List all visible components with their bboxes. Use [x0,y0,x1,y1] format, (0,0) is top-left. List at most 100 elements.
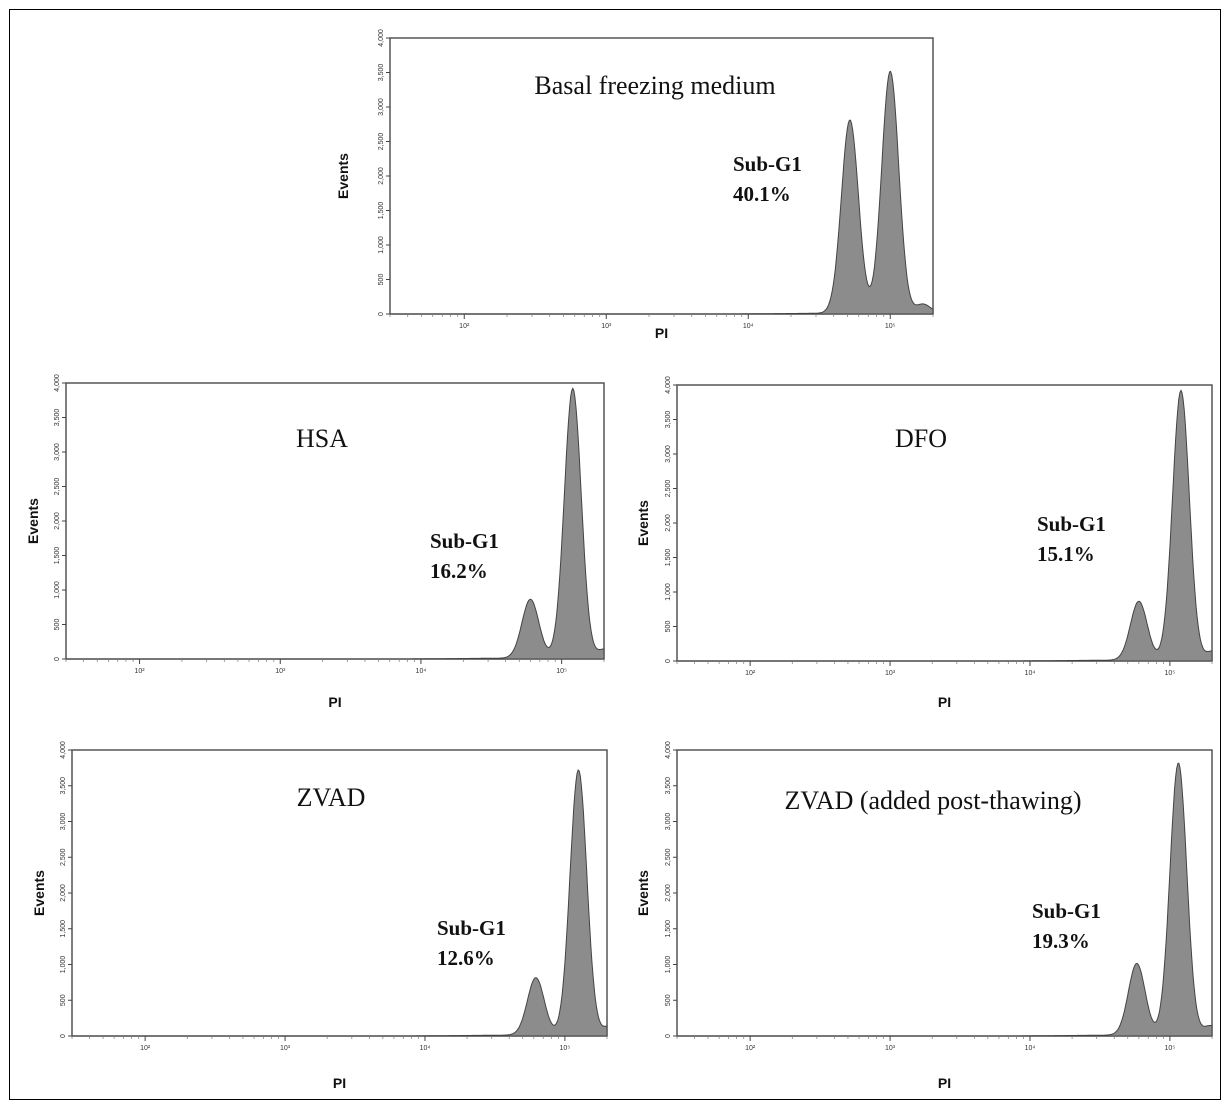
plot-frame [676,384,1213,662]
y-tick-label: 2,000 [378,167,385,185]
y-axis-title: Events [335,153,351,199]
y-tick-label: 4,000 [54,374,61,392]
x-tick-label: 10³ [275,668,286,675]
y-tick-label: 500 [60,994,67,1006]
panel-title: ZVAD (added post-thawing) [784,786,1081,815]
y-tick-label: 4,000 [665,376,672,394]
x-tick-label: 10³ [885,670,896,677]
y-axis-title: Events [635,870,651,916]
x-tick-label: 10⁴ [420,1045,431,1052]
x-tick-label: 10⁴ [416,668,427,675]
histogram-panel-3: 0 500 1,000 1,500 2,000 2,500 3,000 3,500 4,000 1… [635,376,1213,710]
sub-g1-percentage: 12.6% [437,946,495,970]
x-axis-title: PI [938,1075,951,1091]
panel-title: Basal freezing medium [534,71,775,100]
y-tick-label: 500 [665,994,672,1006]
histogram-panel-1: 0 500 1,000 1,500 2,000 2,500 3,000 3,500 4,000 1… [335,29,934,341]
y-tick-label: 500 [378,274,385,286]
x-axis-title: PI [938,694,951,710]
sub-g1-percentage: 40.1% [733,182,791,206]
x-tick-label: 10⁴ [743,323,754,330]
y-tick-label: 1,000 [665,956,672,974]
histogram-series [72,769,608,1037]
panel-title: ZVAD [297,783,366,812]
x-tick-label: 10² [135,668,146,675]
y-tick-label: 3,500 [54,409,61,427]
x-axis-title: PI [655,325,668,341]
y-tick-label: 1,500 [378,202,385,220]
x-tick-label: 10² [140,1045,151,1052]
histogram-panel-5: 0 500 1,000 1,500 2,000 2,500 3,000 3,500 4,000 1… [635,741,1213,1091]
y-tick-label: 2,500 [60,848,67,866]
x-tick-label: 10³ [280,1045,291,1052]
sub-g1-percentage: 15.1% [1037,542,1095,566]
y-tick-label: 0 [60,1034,67,1038]
y-tick-label: 1,500 [60,920,67,938]
y-tick-label: 2,000 [665,884,672,902]
x-tick-label: 10² [745,670,756,677]
sub-g1-percentage: 16.2% [430,559,488,583]
y-tick-label: 2,500 [54,478,61,496]
y-tick-label: 3,500 [665,411,672,429]
y-tick-label: 500 [665,621,672,633]
y-axis-title: Events [635,500,651,546]
y-tick-label: 4,000 [378,29,385,47]
y-tick-label: 3,000 [665,813,672,831]
y-tick-label: 1,000 [665,583,672,601]
y-tick-label: 2,000 [665,514,672,532]
x-axis-title: PI [328,694,341,710]
y-tick-label: 1,000 [60,956,67,974]
y-tick-label: 2,500 [665,480,672,498]
plot-frame [676,749,1213,1037]
histogram-series [677,389,1213,662]
y-tick-label: 4,000 [60,741,67,759]
y-tick-label: 0 [54,657,61,661]
histogram-series [677,762,1213,1037]
x-tick-label: 10³ [601,323,612,330]
sub-g1-label: Sub-G1 [733,152,802,176]
histogram-series [66,387,605,660]
sub-g1-label: Sub-G1 [1032,899,1101,923]
y-tick-label: 1,500 [665,920,672,938]
x-tick-label: 10⁵ [556,668,567,675]
panel-title: HSA [296,424,348,453]
x-tick-label: 10⁴ [1025,670,1036,677]
y-tick-label: 1,000 [54,581,61,599]
x-tick-label: 10⁴ [1025,1045,1036,1052]
y-tick-label: 3,500 [665,777,672,795]
y-tick-label: 2,000 [60,884,67,902]
plot-frame [65,382,605,660]
y-axis-title: Events [31,870,47,916]
x-tick-label: 10⁵ [885,323,896,330]
y-tick-label: 3,500 [378,64,385,82]
sub-g1-label: Sub-G1 [1037,512,1106,536]
x-tick-label: 10² [459,323,470,330]
x-tick-label: 10⁵ [560,1045,571,1052]
y-axis-title: Events [25,498,41,544]
histogram-panel-2: 0 500 1,000 1,500 2,000 2,500 3,000 3,500 4,000 1… [25,374,605,710]
plot-frame [71,749,608,1037]
y-tick-label: 0 [665,659,672,663]
sub-g1-label: Sub-G1 [430,529,499,553]
y-tick-label: 3,000 [60,813,67,831]
panel-title: DFO [895,424,947,453]
y-tick-label: 0 [665,1034,672,1038]
histogram-panel-4: 0 500 1,000 1,500 2,000 2,500 3,000 3,500 4,000 1… [31,741,608,1091]
y-tick-label: 2,500 [378,133,385,151]
y-tick-label: 3,000 [54,443,61,461]
y-tick-label: 2,000 [54,512,61,530]
sub-g1-percentage: 19.3% [1032,929,1090,953]
x-tick-label: 10³ [885,1045,896,1052]
histogram-series [390,70,934,315]
y-tick-label: 1,000 [378,236,385,254]
x-tick-label: 10⁵ [1165,670,1176,677]
y-tick-label: 3,000 [378,98,385,116]
x-tick-label: 10⁵ [1165,1045,1176,1052]
y-tick-label: 4,000 [665,741,672,759]
y-tick-label: 2,500 [665,848,672,866]
sub-g1-label: Sub-G1 [437,916,506,940]
y-tick-label: 3,000 [665,445,672,463]
y-tick-label: 3,500 [60,777,67,795]
y-tick-label: 0 [378,312,385,316]
x-axis-title: PI [333,1075,346,1091]
